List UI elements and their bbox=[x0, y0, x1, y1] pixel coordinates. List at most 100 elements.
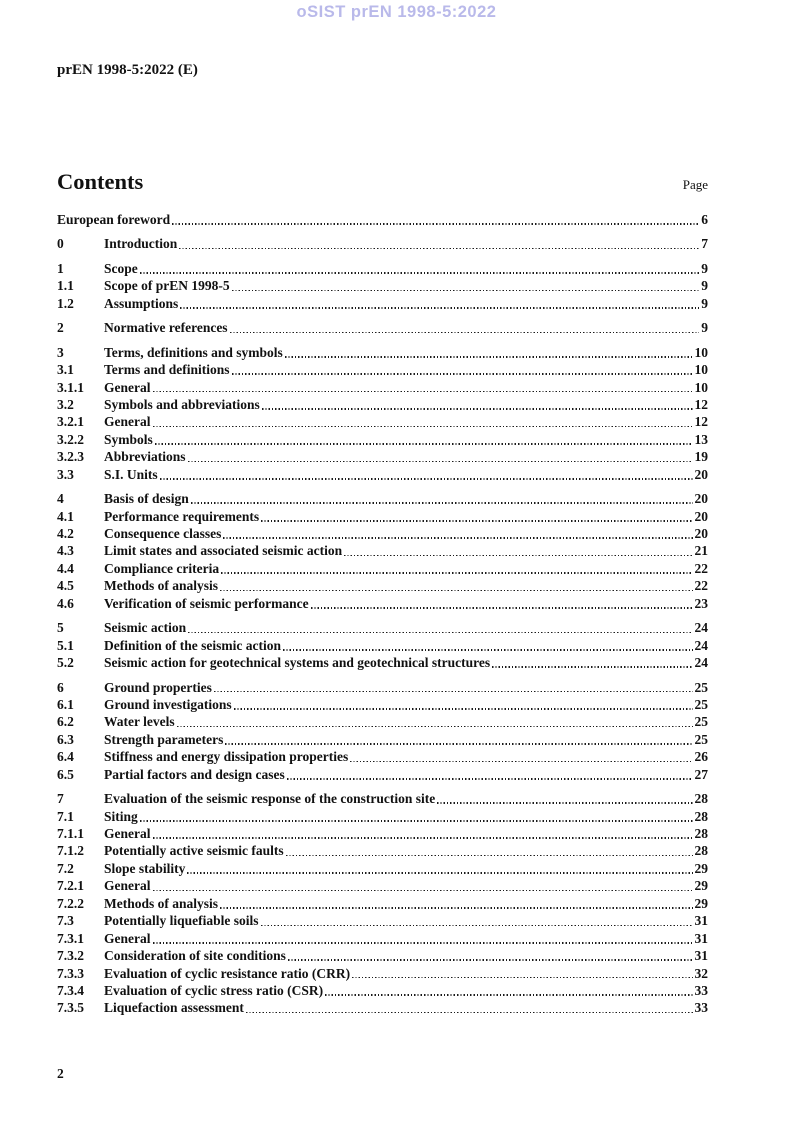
toc-entry-number: 7.3.5 bbox=[57, 1000, 84, 1016]
toc-entry-title: Liquefaction assessment bbox=[104, 1000, 244, 1016]
toc-group: 5 Seismic action 24 5.1 Definition of the se… bbox=[57, 619, 708, 671]
toc-entry-page: 19 bbox=[694, 449, 709, 465]
toc-entry-number: 3.3 bbox=[57, 466, 74, 482]
toc-entry-page: 27 bbox=[694, 766, 709, 782]
toc-entry-page: 20 bbox=[694, 466, 709, 482]
toc-entry: 4 Basis of design 20 bbox=[57, 490, 708, 507]
toc-entry-title: General bbox=[104, 878, 151, 894]
toc-entry-title: Normative references bbox=[104, 320, 228, 336]
toc-group: 4 Basis of design 20 4.1 Performance require… bbox=[57, 490, 708, 612]
toc-entry-number: 4.3 bbox=[57, 543, 74, 559]
toc-entry-title: General bbox=[104, 379, 151, 395]
toc-entry-page: 33 bbox=[694, 1000, 709, 1016]
toc-entry: 7.1.2 Potentially active seismic faults 28 bbox=[57, 842, 708, 859]
toc-group: 6 Ground properties 25 6.1 Ground investigat… bbox=[57, 679, 708, 784]
toc-entry: 7.2.2 Methods of analysis 29 bbox=[57, 895, 708, 912]
toc-entry-number: 1.2 bbox=[57, 295, 74, 311]
dot-leader bbox=[172, 223, 700, 225]
toc-entry-page: 29 bbox=[694, 895, 709, 911]
toc-entry-title: Stiffness and energy dissipation propert… bbox=[104, 749, 349, 765]
toc-entry-title: Potentially liquefiable soils bbox=[104, 913, 259, 929]
toc-entry-number: 7.2 bbox=[57, 860, 74, 876]
toc-entry-title: Slope stability bbox=[104, 860, 186, 876]
dot-leader bbox=[284, 355, 693, 358]
dot-leader bbox=[286, 778, 693, 780]
toc-entry: 1.1 Scope of prEN 1998-5 9 bbox=[57, 277, 708, 294]
toc-entry-title: Evaluation of cyclic stress ratio (CSR) bbox=[104, 982, 324, 998]
toc-entry: 0 Introduction 7 bbox=[57, 235, 708, 252]
dot-leader bbox=[152, 837, 693, 839]
dot-leader bbox=[492, 666, 693, 668]
toc-entry: 1.2 Assumptions 9 bbox=[57, 295, 708, 312]
toc-entry-number: 5.1 bbox=[57, 637, 74, 653]
toc-entry-title: Terms, definitions and symbols bbox=[104, 344, 283, 360]
dot-leader bbox=[325, 994, 693, 996]
toc-entry-page: 9 bbox=[701, 295, 708, 311]
toc-entry-page: 7 bbox=[701, 236, 708, 252]
toc-entry-number: 3.2.1 bbox=[57, 414, 84, 430]
toc-entry: 6.1 Ground investigations 25 bbox=[57, 696, 708, 713]
toc-entry-number: 3.2.2 bbox=[57, 431, 84, 447]
toc-entry-page: 25 bbox=[694, 679, 709, 695]
toc-entry-number: 3.1 bbox=[57, 362, 74, 378]
toc-entry-title: Seismic action for geotechnical systems … bbox=[104, 655, 491, 671]
toc-entry-number: 7.2.1 bbox=[57, 878, 84, 894]
toc-entry: 7.3.3 Evaluation of cyclic resistance rat… bbox=[57, 965, 708, 982]
dot-leader bbox=[261, 519, 693, 522]
toc-entry: 6 Ground properties 25 bbox=[57, 679, 708, 696]
toc-entry-title: Symbols and abbreviations bbox=[104, 396, 260, 412]
toc-entry-number: 0 bbox=[57, 236, 64, 252]
toc-entry: 3.2 Symbols and abbreviations 12 bbox=[57, 396, 708, 413]
dot-leader bbox=[231, 373, 693, 375]
toc-entry-page: 10 bbox=[694, 379, 709, 395]
dot-leader bbox=[233, 708, 693, 710]
toc-entry-page: 28 bbox=[694, 843, 709, 859]
toc-entry-page: 28 bbox=[694, 808, 709, 824]
toc-entry-page: 25 bbox=[694, 696, 709, 712]
toc-entry-number: 7.3.4 bbox=[57, 982, 84, 998]
toc-entry: 7 Evaluation of the seismic response of t… bbox=[57, 790, 708, 807]
dot-leader bbox=[159, 478, 693, 480]
toc-entry-number: 1 bbox=[57, 260, 64, 276]
toc-entry-page: 29 bbox=[694, 878, 709, 894]
dot-leader bbox=[187, 872, 693, 874]
dot-leader bbox=[154, 443, 693, 445]
toc-entry-page: 9 bbox=[701, 320, 708, 336]
toc-entry-title: Consequence classes bbox=[104, 526, 222, 541]
toc-entry-number: 6.3 bbox=[57, 731, 74, 747]
dot-leader bbox=[152, 390, 693, 393]
dot-leader bbox=[220, 589, 693, 592]
toc-entry-number: 6.2 bbox=[57, 714, 74, 730]
toc-entry-number: 5.2 bbox=[57, 655, 74, 671]
toc-entry-number: 7.3.1 bbox=[57, 930, 84, 946]
toc-entry-title: Assumptions bbox=[104, 295, 179, 311]
toc-entry-page: 6 bbox=[701, 212, 708, 227]
toc-entry-page: 32 bbox=[694, 965, 709, 981]
toc-entry-number: 6 bbox=[57, 679, 64, 695]
dot-leader bbox=[261, 408, 693, 410]
toc-entry: 5 Seismic action 24 bbox=[57, 619, 708, 636]
dot-leader bbox=[152, 941, 693, 944]
toc-entry-number: 7.1 bbox=[57, 808, 74, 824]
toc-entry-page: 21 bbox=[694, 543, 709, 559]
toc-entry-title: General bbox=[104, 930, 151, 946]
contents-section: Contents Page European foreword 6 0 Introdu… bbox=[57, 169, 708, 1017]
dot-leader bbox=[231, 289, 700, 292]
dot-leader bbox=[350, 760, 693, 763]
toc-entry-title: Methods of analysis bbox=[104, 895, 219, 911]
dot-leader bbox=[260, 924, 693, 927]
toc-entry: 3.1.1 General 10 bbox=[57, 379, 708, 396]
dot-leader bbox=[139, 272, 700, 274]
toc-entry-page: 12 bbox=[694, 396, 709, 412]
toc-entry-title: Compliance criteria bbox=[104, 560, 220, 576]
toc-group: 2 Normative references 9 bbox=[57, 319, 708, 336]
toc-group: 1 Scope 9 1.1 Scope of prEN 1998-5 9 1.2 Assump… bbox=[57, 260, 708, 312]
toc-entry-page: 26 bbox=[694, 749, 709, 765]
toc-entry: 7.3.1 General 31 bbox=[57, 930, 708, 947]
dot-leader bbox=[310, 607, 693, 609]
toc-entry-page: 22 bbox=[694, 578, 709, 594]
toc-entry: 4.3 Limit states and associated seismic a… bbox=[57, 542, 708, 559]
toc-entry-page: 13 bbox=[694, 431, 709, 447]
toc-entry-number: 2 bbox=[57, 320, 64, 336]
